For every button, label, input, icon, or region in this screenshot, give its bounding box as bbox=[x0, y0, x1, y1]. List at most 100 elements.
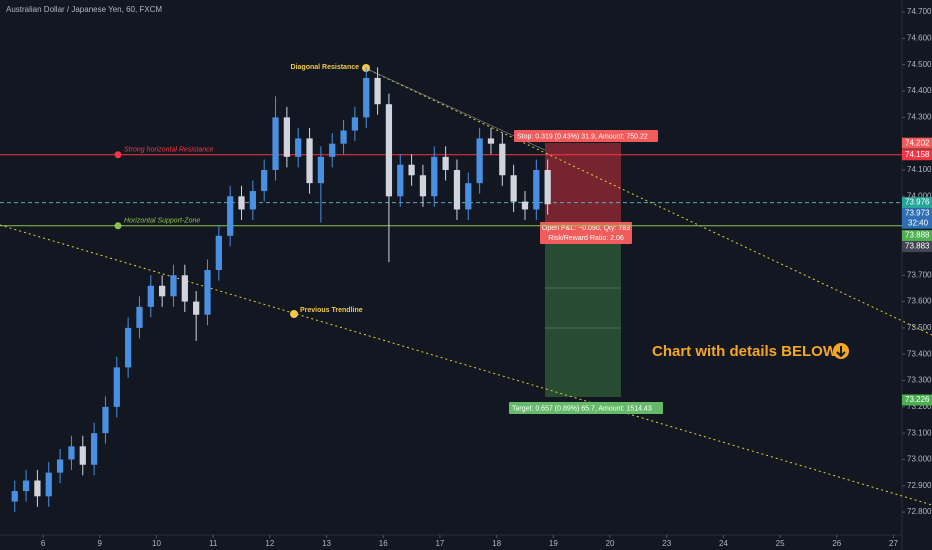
candle-body bbox=[317, 156, 325, 184]
price-badge bbox=[902, 197, 932, 209]
countdown: 32:40 bbox=[908, 219, 929, 228]
candle-body bbox=[136, 306, 143, 328]
price-badge bbox=[902, 230, 932, 242]
chart-title: Australian Dollar / Japanese Yen, 60, FX… bbox=[6, 5, 162, 14]
candle-body bbox=[147, 285, 154, 307]
trendline bbox=[0, 224, 932, 506]
y-tick-label: 74.000 bbox=[907, 191, 932, 200]
x-tick-label: 11 bbox=[209, 539, 218, 548]
annotation: Diagonal Resistance bbox=[291, 64, 360, 71]
x-tick-label: 17 bbox=[435, 539, 444, 548]
price-badge-label: 74.202 bbox=[905, 138, 930, 147]
candle-body bbox=[272, 117, 279, 170]
candle-body bbox=[11, 491, 18, 502]
price-badge-label: 74.158 bbox=[905, 150, 930, 159]
price-badge bbox=[902, 149, 932, 161]
price-badge bbox=[902, 394, 932, 406]
candle-body bbox=[68, 446, 75, 460]
level-dot bbox=[114, 222, 122, 230]
down-arrow bbox=[836, 346, 846, 358]
candle-body bbox=[510, 175, 517, 202]
candle-body bbox=[419, 175, 427, 197]
y-tick-label: 74.400 bbox=[907, 86, 932, 95]
candle-body bbox=[295, 138, 302, 157]
x-tick-label: 19 bbox=[549, 539, 558, 548]
stop-label-box bbox=[514, 130, 658, 142]
x-tick-label: 18 bbox=[492, 539, 501, 548]
candle-body bbox=[90, 433, 98, 465]
x-tick-label: 26 bbox=[832, 539, 841, 548]
x-tick-label: 16 bbox=[379, 539, 388, 548]
candle-body bbox=[215, 235, 222, 270]
price-badge-label: 73.888 bbox=[905, 231, 930, 240]
pnl-label-box bbox=[540, 222, 632, 244]
x-tick-label: 27 bbox=[889, 539, 898, 548]
candle-body bbox=[125, 327, 132, 368]
candle-body bbox=[363, 77, 370, 118]
candle-body bbox=[533, 170, 540, 210]
candle-body bbox=[56, 459, 64, 473]
candle-body bbox=[306, 138, 313, 184]
candle-body bbox=[487, 138, 495, 144]
candle-body bbox=[374, 77, 381, 105]
candle-body bbox=[385, 104, 393, 197]
level-label: Strong horizontal Resistance bbox=[124, 147, 214, 154]
candle-body bbox=[476, 138, 483, 184]
price-badge bbox=[902, 137, 932, 149]
candle-body bbox=[181, 275, 188, 302]
candle-body bbox=[238, 196, 245, 210]
candle-body bbox=[22, 480, 30, 492]
price-badge-label: 73.883 bbox=[905, 242, 930, 251]
y-tick-label: 73.700 bbox=[907, 270, 932, 279]
candle-body bbox=[329, 143, 336, 157]
pnl-label: Open P&L: −0.090, Qty: 783 bbox=[542, 225, 630, 232]
candle-body bbox=[79, 446, 86, 465]
target-label: Target: 0.657 (0.89%) 65.7, Amount: 1514… bbox=[512, 405, 652, 412]
y-tick-label: 73.000 bbox=[907, 455, 932, 464]
candle-body bbox=[102, 406, 109, 434]
x-tick-label: 13 bbox=[322, 539, 331, 548]
level-dot bbox=[114, 151, 122, 159]
y-tick-label: 73.100 bbox=[907, 428, 932, 437]
countdown-badge bbox=[902, 218, 932, 229]
y-tick-label: 74.300 bbox=[907, 112, 932, 121]
x-tick-label: 23 bbox=[662, 539, 671, 548]
x-tick-label: 24 bbox=[719, 539, 728, 548]
level-label: Horizontal Support-Zone bbox=[124, 218, 200, 225]
y-tick-label: 74.100 bbox=[907, 165, 932, 174]
candle-body bbox=[408, 164, 415, 176]
candle-body bbox=[204, 270, 211, 315]
y-tick-label: 74.600 bbox=[907, 34, 932, 43]
candle-body bbox=[442, 156, 449, 170]
candle-body bbox=[431, 156, 438, 197]
candle-body bbox=[453, 170, 461, 210]
x-tick-label: 12 bbox=[265, 539, 274, 548]
y-tick-label: 73.200 bbox=[907, 402, 932, 411]
target-zone bbox=[545, 226, 621, 397]
x-tick-label: 10 bbox=[152, 539, 161, 548]
candle-body bbox=[340, 130, 347, 144]
y-tick-label: 73.300 bbox=[907, 376, 932, 385]
annotation: Previous Trendline bbox=[300, 307, 363, 314]
price-badge-label: 73.226 bbox=[905, 395, 930, 404]
candle-body bbox=[544, 170, 551, 205]
y-tick-label: 72.900 bbox=[907, 481, 932, 490]
y-tick-label: 72.800 bbox=[907, 507, 932, 516]
candle-body bbox=[261, 170, 268, 192]
price-badge-label: 73.973 bbox=[905, 209, 930, 218]
y-tick-label: 74.700 bbox=[907, 7, 932, 16]
candle-body bbox=[193, 301, 200, 315]
candle-body bbox=[159, 285, 166, 297]
candle-body bbox=[113, 367, 120, 407]
x-tick-label: 6 bbox=[41, 539, 46, 548]
candle-body bbox=[465, 183, 472, 210]
x-tick-label: 25 bbox=[776, 539, 785, 548]
candle-body bbox=[249, 191, 256, 210]
candle-body bbox=[397, 164, 404, 197]
candle-body bbox=[499, 143, 506, 176]
price-badge-label: 73.976 bbox=[905, 198, 930, 207]
y-tick-label: 73.600 bbox=[907, 297, 932, 306]
candle-body bbox=[34, 480, 41, 497]
